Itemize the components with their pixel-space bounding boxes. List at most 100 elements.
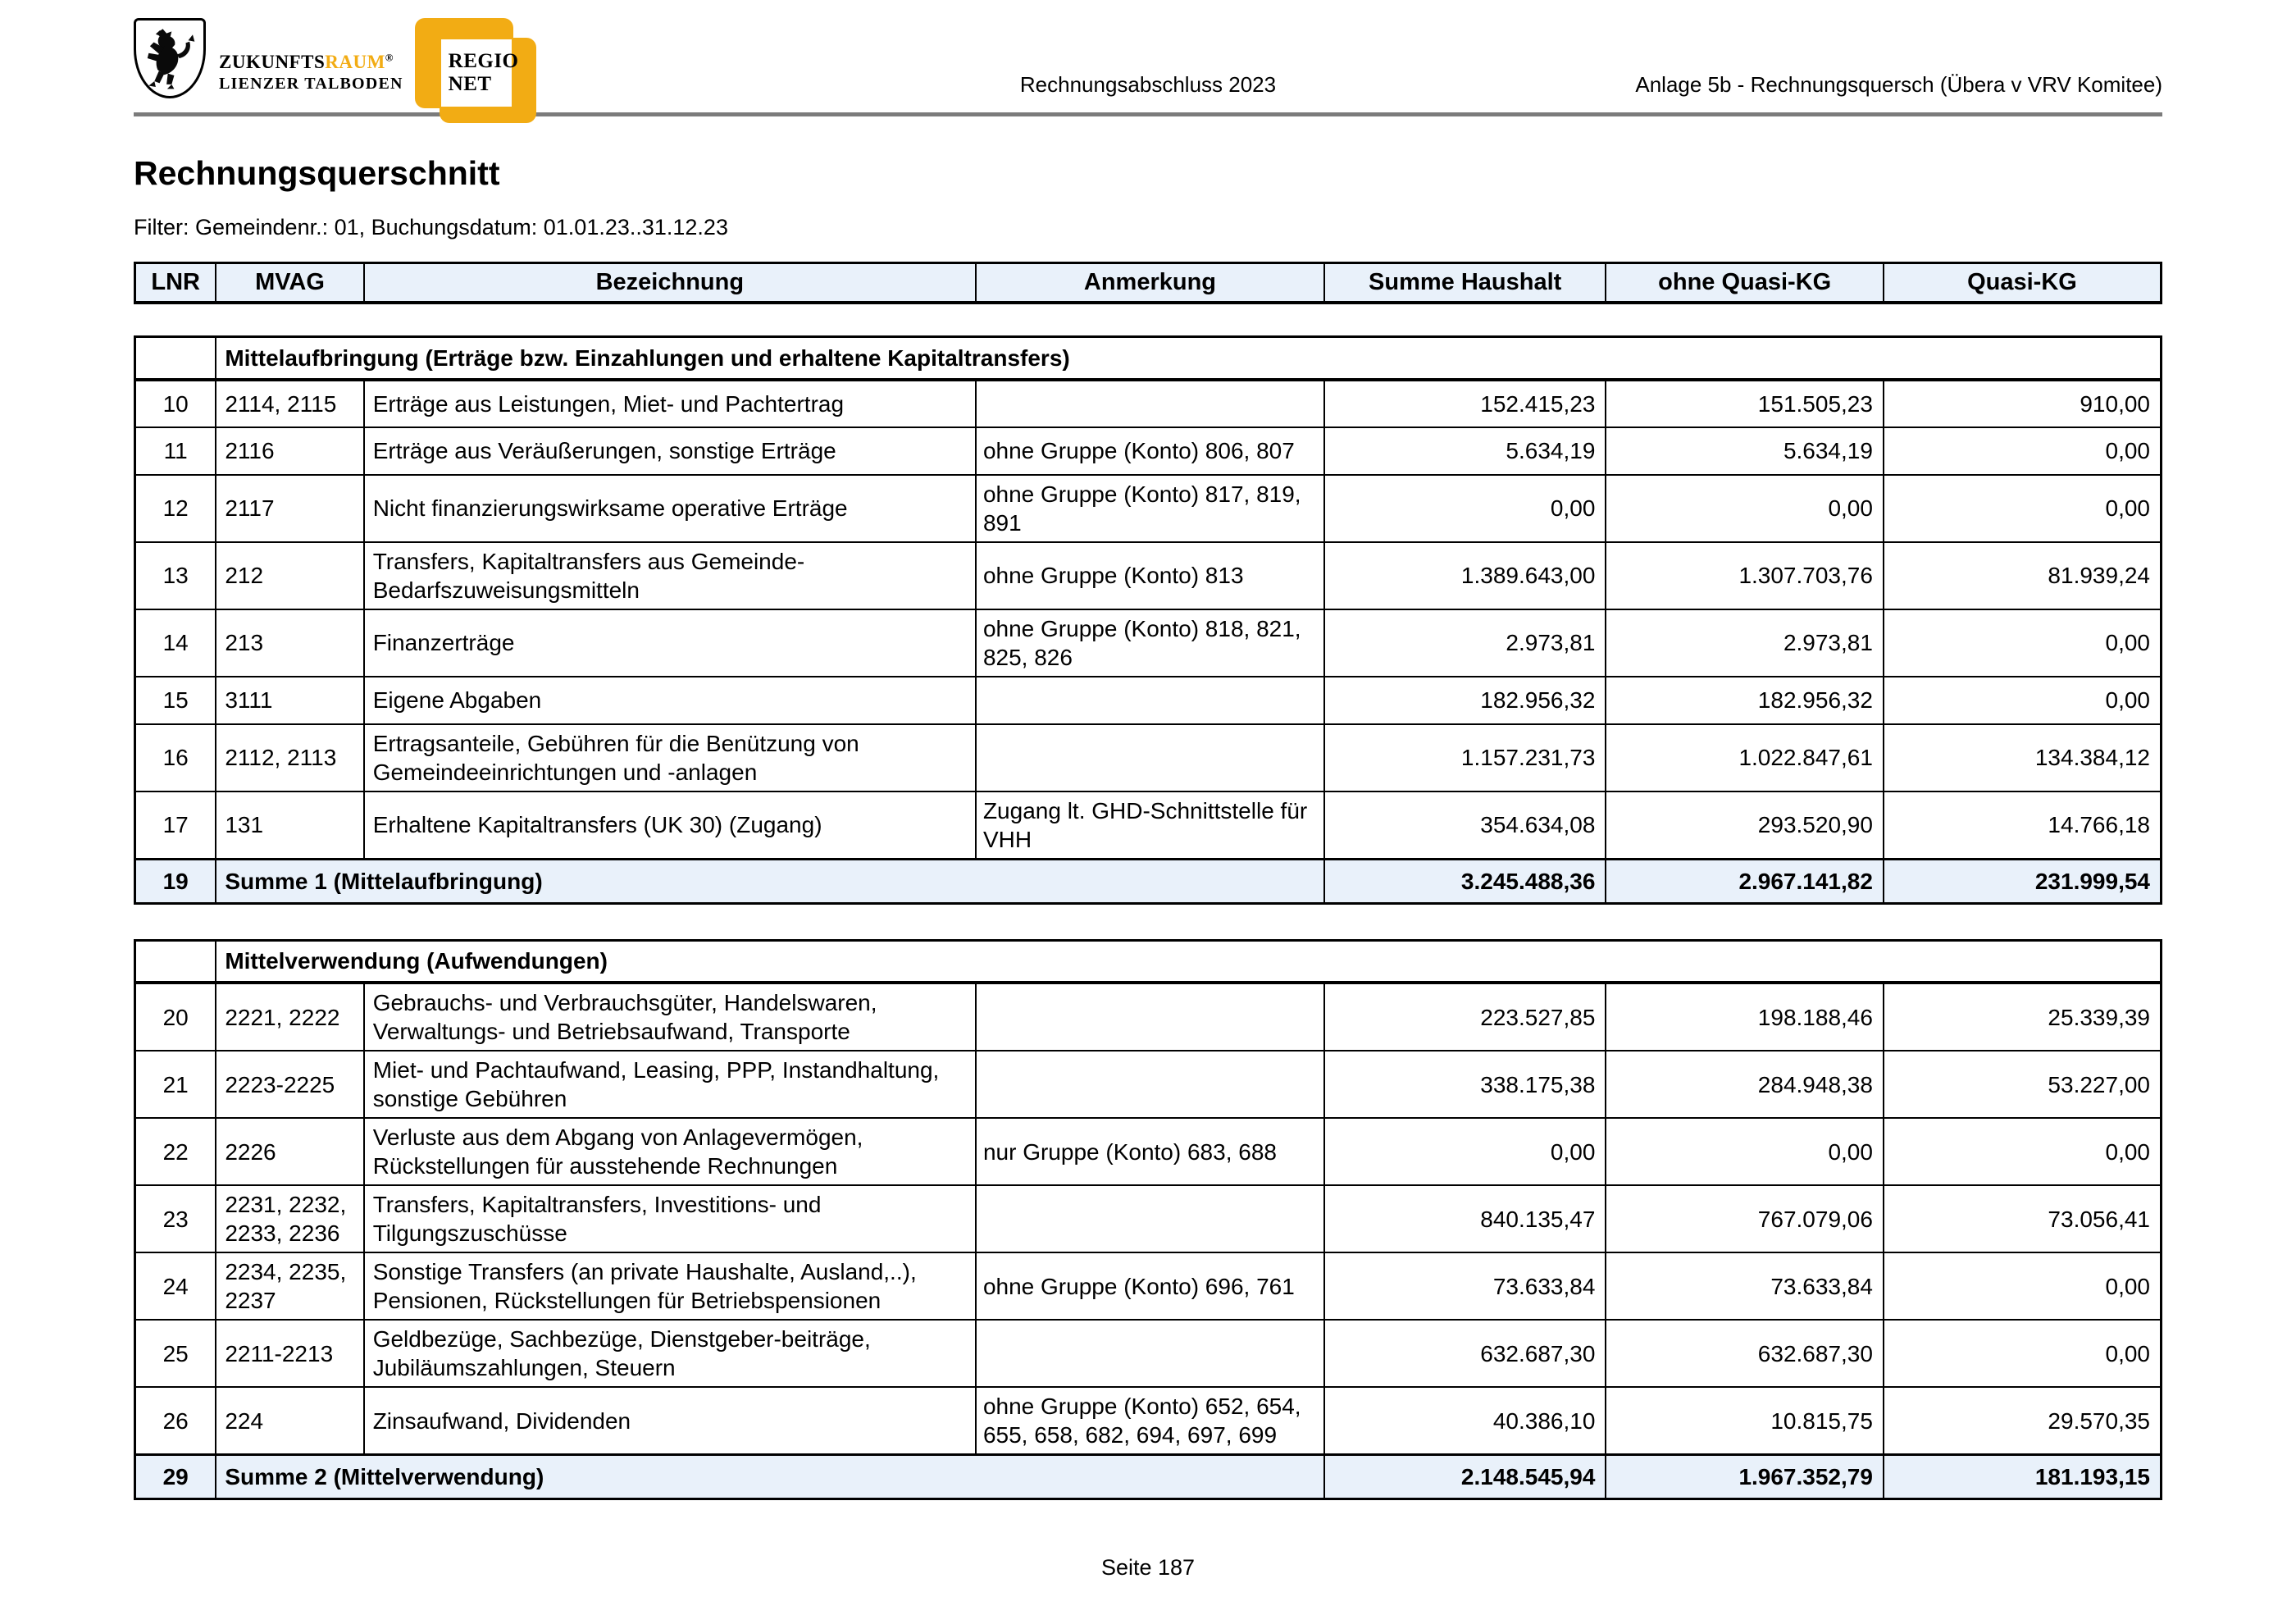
regionet-label-box: REGIO NET [440,39,518,107]
cell-quasi-kg: 29.570,35 [1882,1386,2162,1456]
cell-mvag: 131 [215,790,365,860]
cell-bezeichnung: Finanzerträge [362,608,977,677]
cell-summe-haushalt: 0,00 [1323,473,1607,543]
cell-lnr-empty [134,939,217,984]
column-header-summe-haushalt: Summe Haushalt [1323,262,1607,304]
cell-ohne-quasi-kg: 632.687,30 [1605,1319,1884,1388]
table-row: 17 131 Erhaltene Kapitaltransfers (UK 30… [134,790,2162,860]
cell-summe-haushalt: 152.415,23 [1323,378,1607,428]
cell-summe-haushalt: 338.175,38 [1323,1050,1607,1119]
summary-row: 29 Summe 2 (Mittelverwendung) 2.148.545,… [134,1453,2162,1500]
column-header-ohne-quasi-kg: ohne Quasi-KG [1605,262,1884,304]
section-table-mittelverwendung: Mittelverwendung (Aufwendungen) 20 2221,… [134,938,2162,1500]
cell-quasi-kg: 231.999,54 [1882,857,2162,904]
summary-label: Summe 1 (Mittelaufbringung) [215,857,1325,904]
cell-ohne-quasi-kg: 1.307.703,76 [1605,541,1884,610]
cell-mvag: 2234, 2235, 2237 [215,1252,365,1321]
cell-lnr: 26 [134,1386,217,1456]
cell-ohne-quasi-kg: 10.815,75 [1605,1386,1884,1456]
cell-lnr: 14 [134,608,217,677]
cell-mvag: 2114, 2115 [215,378,365,428]
cell-mvag: 2231, 2232, 2233, 2236 [215,1184,365,1253]
cell-mvag: 212 [215,541,365,610]
cell-ohne-quasi-kg: 2.973,81 [1605,608,1884,677]
cell-summe-haushalt: 5.634,19 [1323,426,1607,476]
cell-quasi-kg: 81.939,24 [1882,541,2162,610]
cell-bezeichnung: Sonstige Transfers (an private Haushalte… [362,1252,977,1321]
table-row: 24 2234, 2235, 2237 Sonstige Transfers (… [134,1252,2162,1321]
cell-mvag: 2116 [215,426,365,476]
cell-quasi-kg: 910,00 [1882,378,2162,428]
cell-summe-haushalt: 2.148.545,94 [1323,1453,1607,1500]
column-header-lnr: LNR [134,262,217,304]
cell-quasi-kg: 181.193,15 [1882,1453,2162,1500]
cell-ohne-quasi-kg: 1.022.847,61 [1605,723,1884,792]
cell-lnr: 13 [134,541,217,610]
cell-summe-haushalt: 223.527,85 [1323,982,1607,1051]
cell-summe-haushalt: 73.633,84 [1323,1252,1607,1321]
cell-bezeichnung: Transfers, Kapitaltransfers, Investition… [362,1184,977,1253]
cell-lnr: 29 [134,1453,217,1500]
brand-zukunfts: ZUKUNFTS [219,52,326,72]
section-header-row: Mittelaufbringung (Erträge bzw. Einzahlu… [134,335,2162,381]
cell-anmerkung: nur Gruppe (Konto) 683, 688 [974,1117,1325,1186]
cell-quasi-kg: 0,00 [1882,1117,2162,1186]
cell-summe-haushalt: 840.135,47 [1323,1184,1607,1253]
cell-summe-haushalt: 182.956,32 [1323,675,1607,725]
cell-anmerkung: ohne Gruppe (Konto) 806, 807 [974,426,1325,476]
cell-anmerkung: ohne Gruppe (Konto) 817, 819, 891 [974,473,1325,543]
table-row: 20 2221, 2222 Gebrauchs- und Verbrauchsg… [134,982,2162,1051]
cell-mvag: 2226 [215,1117,365,1186]
cell-quasi-kg: 25.339,39 [1882,982,2162,1051]
column-header-quasi-kg: Quasi-KG [1882,262,2162,304]
cell-summe-haushalt: 354.634,08 [1323,790,1607,860]
table-row: 10 2114, 2115 Erträge aus Leistungen, Mi… [134,378,2162,428]
cell-bezeichnung: Erhaltene Kapitaltransfers (UK 30) (Zuga… [362,790,977,860]
cell-bezeichnung: Verluste aus dem Abgang von Anlagevermög… [362,1117,977,1186]
cell-mvag: 2117 [215,473,365,543]
page-header: ZUKUNFTSRAUM® LIENZER TALBODEN REGIO NET… [134,0,2162,123]
section-title: Mittelverwendung (Aufwendungen) [215,939,2162,984]
cell-anmerkung [974,1184,1325,1253]
brand-line2: LIENZER TALBODEN [219,74,403,93]
cell-ohne-quasi-kg: 5.634,19 [1605,426,1884,476]
regionet-logo: REGIO NET [414,18,540,125]
cell-ohne-quasi-kg: 151.505,23 [1605,378,1884,428]
cell-summe-haushalt: 1.157.231,73 [1323,723,1607,792]
cell-quasi-kg: 0,00 [1882,473,2162,543]
cell-anmerkung: ohne Gruppe (Konto) 813 [974,541,1325,610]
cell-anmerkung: ohne Gruppe (Konto) 652, 654, 655, 658, … [974,1386,1325,1456]
cell-mvag: 213 [215,608,365,677]
table-row: 13 212 Transfers, Kapitaltransfers aus G… [134,541,2162,610]
table-row: 12 2117 Nicht finanzierungswirksame oper… [134,473,2162,543]
cell-lnr: 10 [134,378,217,428]
cell-anmerkung: ohne Gruppe (Konto) 818, 821, 825, 826 [974,608,1325,677]
cell-summe-haushalt: 3.245.488,36 [1323,857,1607,904]
cell-summe-haushalt: 632.687,30 [1323,1319,1607,1388]
brand-line1: ZUKUNFTSRAUM® [219,51,403,74]
table-row: 21 2223-2225 Miet- und Pachtaufwand, Lea… [134,1050,2162,1119]
cell-anmerkung [974,675,1325,725]
cell-bezeichnung: Miet- und Pachtaufwand, Leasing, PPP, In… [362,1050,977,1119]
cell-quasi-kg: 0,00 [1882,675,2162,725]
cell-ohne-quasi-kg: 0,00 [1605,473,1884,543]
cell-lnr: 11 [134,426,217,476]
cell-summe-haushalt: 40.386,10 [1323,1386,1607,1456]
cell-bezeichnung: Erträge aus Leistungen, Miet- und Pachte… [362,378,977,428]
cell-quasi-kg: 73.056,41 [1882,1184,2162,1253]
table-row: 14 213 Finanzerträge ohne Gruppe (Konto)… [134,608,2162,677]
lion-icon [147,29,195,89]
cell-lnr: 17 [134,790,217,860]
cell-lnr: 24 [134,1252,217,1321]
table-row: 26 224 Zinsaufwand, Dividenden ohne Grup… [134,1386,2162,1456]
cell-quasi-kg: 0,00 [1882,1319,2162,1388]
cell-quasi-kg: 0,00 [1882,426,2162,476]
cell-lnr: 19 [134,857,217,904]
column-header-anmerkung: Anmerkung [974,262,1325,304]
cell-ohne-quasi-kg: 198.188,46 [1605,982,1884,1051]
column-header-bezeichnung: Bezeichnung [362,262,977,304]
cell-bezeichnung: Zinsaufwand, Dividenden [362,1386,977,1456]
page-number: Seite 187 [1100,1555,1196,1580]
cell-lnr: 16 [134,723,217,792]
brand-raum: RAUM [325,52,385,72]
